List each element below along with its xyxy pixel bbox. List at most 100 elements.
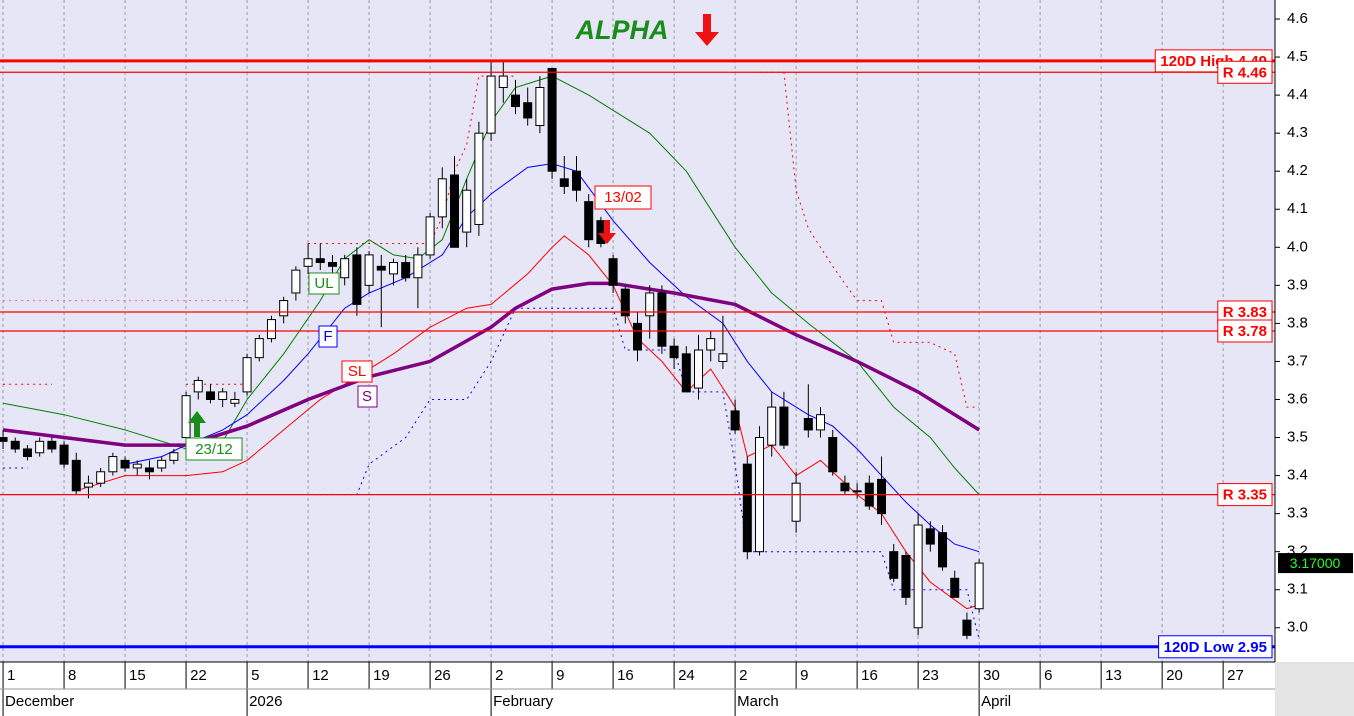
candle-body (791, 482, 801, 522)
month-label: February (493, 693, 554, 710)
x-tick-label: 20 (1166, 667, 1183, 684)
level-label-box (1217, 483, 1273, 507)
x-tick-label: 22 (190, 667, 207, 684)
x-tick-label: 5 (251, 667, 259, 684)
candle-body (83, 482, 93, 488)
levels: 120D High 4.49R 4.46R 3.83R 3.78R 3.3512… (0, 49, 1275, 659)
candle-body (767, 406, 777, 446)
candle-body (413, 254, 423, 279)
candle-body (608, 258, 618, 286)
candle-body (877, 478, 887, 515)
candle-body (730, 410, 740, 431)
month-label: April (981, 693, 1011, 710)
candle-body (449, 174, 459, 248)
tag-box (318, 325, 338, 348)
x-tick-label: 23 (922, 667, 939, 684)
candle-body (59, 444, 69, 465)
candle-body (35, 440, 45, 454)
candle-body (706, 338, 716, 351)
candle-body (279, 300, 289, 317)
x-tick-label: 16 (861, 667, 878, 684)
sell-arrow (695, 14, 719, 46)
candle-body (291, 269, 301, 294)
line-tag: SL (348, 363, 366, 380)
tag-box (357, 385, 378, 408)
candle-body (352, 254, 362, 305)
x-tick-label: 13 (1105, 667, 1122, 684)
candle-body (596, 220, 606, 244)
candle-body (388, 262, 398, 275)
candle-body (486, 75, 496, 134)
candle-body (974, 562, 984, 610)
y-tick-label: 3.7 (1287, 352, 1308, 369)
candle-body (657, 292, 667, 347)
candle-body (120, 459, 130, 469)
level-label: R 3.78 (1223, 323, 1267, 340)
candle-body (437, 178, 447, 218)
candle-body (96, 471, 106, 484)
candle-body (108, 456, 118, 473)
level-label-box (1158, 635, 1273, 659)
candle-body (71, 459, 81, 492)
candle-body (0, 437, 8, 442)
candle-body (230, 398, 240, 404)
candle-body (901, 554, 911, 598)
y-tick-label: 3.6 (1287, 390, 1308, 407)
y-tick-label: 3.5 (1287, 428, 1308, 445)
candle-body (779, 406, 789, 446)
candle-body (266, 319, 276, 340)
candle-body (938, 532, 948, 568)
x-tick-label: 2 (495, 667, 503, 684)
candle-body (364, 254, 374, 286)
candle-body (742, 463, 752, 553)
x-tick-label: 1 (7, 667, 15, 684)
buy-signal-arrow (188, 411, 206, 437)
y-tick-label: 4.6 (1287, 10, 1308, 27)
indicator-line (76, 235, 980, 610)
axes: 3.03.13.23.33.43.53.63.73.83.94.04.14.24… (2, 10, 1353, 716)
y-tick-label: 3.9 (1287, 276, 1308, 293)
candle-body (376, 265, 386, 271)
month-label: 2026 (249, 693, 282, 710)
indicator-line (3, 307, 980, 640)
month-label: December (5, 693, 74, 710)
candle-body (950, 577, 960, 598)
x-tick-label: 19 (373, 667, 390, 684)
sell-date-box (594, 185, 652, 210)
buy-date-box (185, 437, 243, 461)
y-tick-label: 3.1 (1287, 581, 1308, 598)
candle-body (157, 459, 167, 469)
candle-body (852, 490, 862, 493)
candle-body (694, 349, 704, 389)
candle-body (633, 322, 642, 351)
candle-body (205, 391, 215, 400)
y-tick-label: 4.2 (1287, 162, 1308, 179)
x-tick-label: 16 (617, 667, 634, 684)
candle-body (669, 345, 679, 359)
x-tick-label: 15 (129, 667, 146, 684)
indicator-line (3, 71, 980, 408)
candle-body (193, 379, 203, 393)
candle-body (425, 216, 435, 256)
candle-body (913, 524, 923, 629)
candle-body (559, 178, 569, 187)
sell-date: 13/02 (604, 189, 642, 206)
level-label: R 3.83 (1223, 304, 1267, 321)
y-tick-label: 4.4 (1287, 86, 1308, 103)
candle-body (315, 258, 325, 264)
candle-body (462, 189, 472, 233)
chart-title: ALPHA (575, 15, 669, 45)
candle-body (474, 132, 484, 225)
month-label: March (737, 693, 779, 710)
candle-body (218, 391, 228, 400)
candle-body (535, 87, 545, 127)
line-tag: S (362, 388, 372, 405)
x-tick-label: 9 (556, 667, 564, 684)
tag-box (308, 272, 340, 295)
candle-body (144, 467, 154, 473)
candle-body (254, 338, 264, 359)
tag-box (341, 360, 373, 383)
candle-body (181, 395, 191, 439)
candle-body (889, 551, 899, 579)
